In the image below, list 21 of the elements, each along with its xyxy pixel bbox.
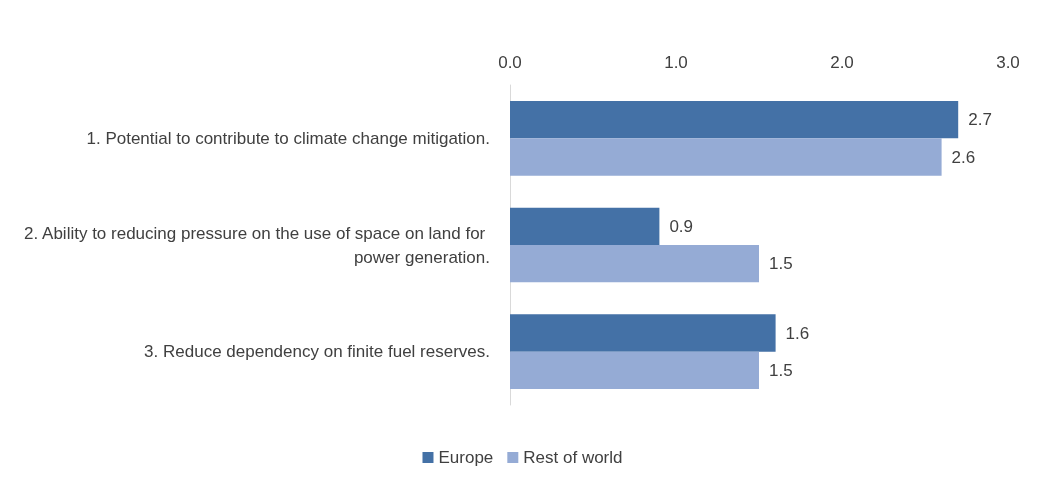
data-label: 1.5 [769,254,793,274]
x-tick-label: 0.0 [498,53,522,72]
bar [510,351,759,389]
legend-label: Europe [438,448,494,467]
data-label: 1.6 [785,323,810,343]
legend-label: Rest of world [523,448,623,467]
x-tick-label: 2.0 [830,53,854,72]
bar [510,138,942,176]
data-label: 2.7 [968,110,992,130]
bar [510,101,959,139]
bar [510,245,759,283]
x-tick-label: 3.0 [996,53,1020,72]
data-label: 0.9 [669,216,694,236]
data-label: 1.5 [769,360,793,380]
y-tick-label: 2. Ability to reducing pressure on the use of space on land for power generation. [24,223,490,267]
bar [510,207,660,245]
x-tick-label: 1.0 [664,53,688,72]
y-tick-label: 3. Reduce dependency on finite fuel reserves. [144,342,490,362]
data-label: 2.6 [951,147,976,167]
bar [510,314,776,352]
y-tick-label: 1. Potential to contribute to climate change mitigation. [86,128,490,148]
